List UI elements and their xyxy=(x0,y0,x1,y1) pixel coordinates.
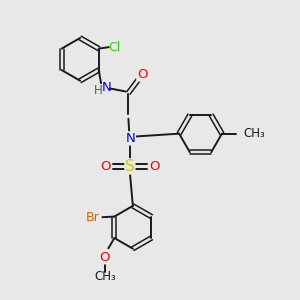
Text: O: O xyxy=(149,160,160,173)
Text: Cl: Cl xyxy=(109,41,121,54)
Text: Br: Br xyxy=(85,211,99,224)
Text: S: S xyxy=(125,159,135,174)
Text: N: N xyxy=(126,132,135,145)
Text: O: O xyxy=(100,251,110,264)
Text: CH₃: CH₃ xyxy=(244,127,266,140)
Text: CH₃: CH₃ xyxy=(94,270,116,284)
Text: N: N xyxy=(101,81,111,94)
Text: O: O xyxy=(100,160,111,173)
Text: H: H xyxy=(94,84,103,98)
Text: O: O xyxy=(137,68,147,81)
